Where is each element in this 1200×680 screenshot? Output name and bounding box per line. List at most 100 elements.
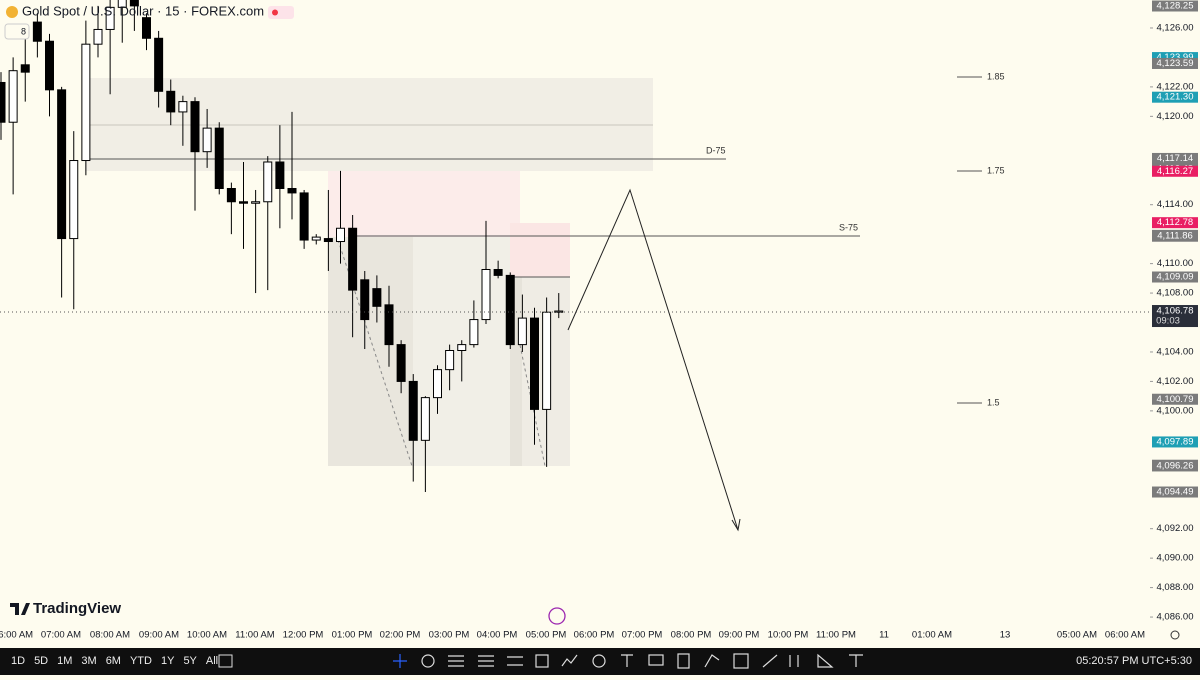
tool-icon[interactable] [421, 654, 435, 668]
candles [0, 0, 564, 493]
candle-body [214, 127, 224, 190]
tool-icon[interactable] [704, 654, 720, 668]
settings-icon[interactable] [1170, 630, 1180, 640]
candle-body [117, 0, 127, 8]
tool-icon[interactable] [677, 653, 690, 669]
candle-body [57, 89, 67, 240]
event-icon[interactable] [548, 607, 566, 625]
x-tick-label: 08:00 AM [90, 630, 130, 641]
x-tick-label: 07:00 PM [622, 630, 663, 641]
tool-icon[interactable] [448, 655, 464, 667]
tool-icon[interactable] [648, 654, 664, 666]
status-badge [268, 6, 294, 19]
x-tick-label: 06:00 PM [574, 630, 615, 641]
x-tick-label: 11:00 PM [816, 630, 856, 641]
candle-body [105, 6, 115, 30]
price-badge-label: 4,121.30 [1157, 92, 1194, 103]
candle-body [263, 161, 273, 203]
candle-body [20, 64, 30, 73]
tool-icon[interactable] [561, 654, 578, 667]
symbol-title: Gold Spot / U.S. Dollar · 15 · FOREX.com [22, 3, 264, 18]
candle-body [396, 344, 406, 382]
x-tick-label: 02:00 PM [380, 630, 421, 641]
zone-rect [328, 171, 520, 237]
price-badge-label: 4,109.09 [1157, 272, 1194, 283]
price-badge [1152, 0, 1198, 12]
candle-body [142, 17, 151, 39]
candle-body [336, 227, 345, 243]
candle-body [190, 101, 200, 153]
tool-icon[interactable] [393, 654, 407, 668]
range-button[interactable]: 1M [57, 655, 72, 667]
price-badge-label: 4,123.99 [1157, 52, 1194, 63]
range-button[interactable]: YTD [130, 655, 152, 667]
y-tick-label: 4,086.00 [1157, 612, 1194, 623]
indicator-badge[interactable] [4, 23, 30, 40]
range-buttons: 1D 5D 1M 3M 6M YTD 1Y 5Y All [11, 655, 218, 667]
y-tick-label: 4,126.00 [1157, 22, 1194, 33]
x-tick-label: 10:00 PM [768, 630, 809, 641]
x-tick-label: 04:00 PM [477, 630, 518, 641]
price-badge [1152, 52, 1198, 64]
range-button[interactable]: 1Y [161, 655, 175, 667]
x-tick-label: 11:00 AM [235, 630, 275, 641]
tool-icon[interactable] [535, 654, 549, 668]
y-tick-label: 4,100.00 [1157, 405, 1194, 416]
candle-body [45, 40, 54, 91]
price-badge-label: 4,097.89 [1157, 436, 1194, 447]
x-tick-label: 13 [1000, 630, 1011, 641]
tool-icon[interactable] [592, 654, 606, 668]
range-button[interactable]: 6M [106, 655, 121, 667]
candle-body [287, 188, 297, 194]
candle-body [202, 127, 212, 153]
tool-icon[interactable] [621, 654, 633, 667]
range-button[interactable]: All [206, 655, 218, 667]
price-badge-label: 4,094.49 [1157, 487, 1194, 498]
date-range-icon[interactable] [218, 654, 233, 668]
price-badge-label: 4,111.86 [1157, 231, 1193, 242]
price-badge-label: 4,123.59 [1157, 58, 1194, 69]
last-price-badge [1152, 305, 1198, 328]
x-tick-label: 06:00 AM [1105, 630, 1145, 641]
candle-body [129, 0, 139, 7]
x-tick-label: 11 [879, 630, 889, 641]
tool-icon[interactable] [762, 654, 778, 668]
range-button[interactable]: 5D [34, 655, 48, 667]
drawing-tools [393, 653, 863, 669]
x-tick-label: 09:00 AM [139, 630, 179, 641]
x-tick-label: 12:00 PM [283, 630, 324, 641]
range-button[interactable]: 5Y [183, 655, 197, 667]
candle-body [457, 344, 467, 351]
candle-body [8, 70, 18, 123]
candle-body [505, 274, 515, 346]
x-tick-label: 06:00 AM [0, 630, 33, 641]
y-tick-label: 4,092.00 [1157, 523, 1194, 534]
range-button[interactable]: 1D [11, 655, 25, 667]
candle-body [360, 279, 370, 321]
fib-label: 1.5 [987, 397, 1000, 407]
tool-icon[interactable] [478, 655, 494, 667]
candle-body [348, 227, 358, 291]
price-badge [1152, 217, 1198, 229]
candle-body [554, 310, 564, 313]
y-tick-label: 4,122.00 [1157, 81, 1194, 92]
price-badge-label: 4,100.79 [1157, 394, 1194, 405]
projection-path [567, 188, 739, 531]
range-button[interactable]: 3M [81, 655, 96, 667]
tool-icon[interactable] [849, 654, 863, 667]
price-badge-label: 4,117.14 [1157, 153, 1193, 164]
price-badge-label: 4,096.26 [1157, 460, 1194, 471]
tool-icon[interactable] [507, 656, 523, 666]
tool-icon[interactable] [733, 653, 749, 669]
x-tick-label: 09:00 PM [719, 630, 760, 641]
tool-icon[interactable] [789, 655, 799, 667]
candle-body [178, 101, 188, 113]
candle-body [481, 268, 491, 321]
clock: 05:20:57 PM UTC+5:30 [1076, 655, 1192, 667]
price-badge [1152, 486, 1198, 498]
price-badge-label: 4,112.78 [1157, 217, 1193, 228]
tool-icon[interactable] [817, 653, 834, 668]
price-badge [1152, 91, 1198, 103]
